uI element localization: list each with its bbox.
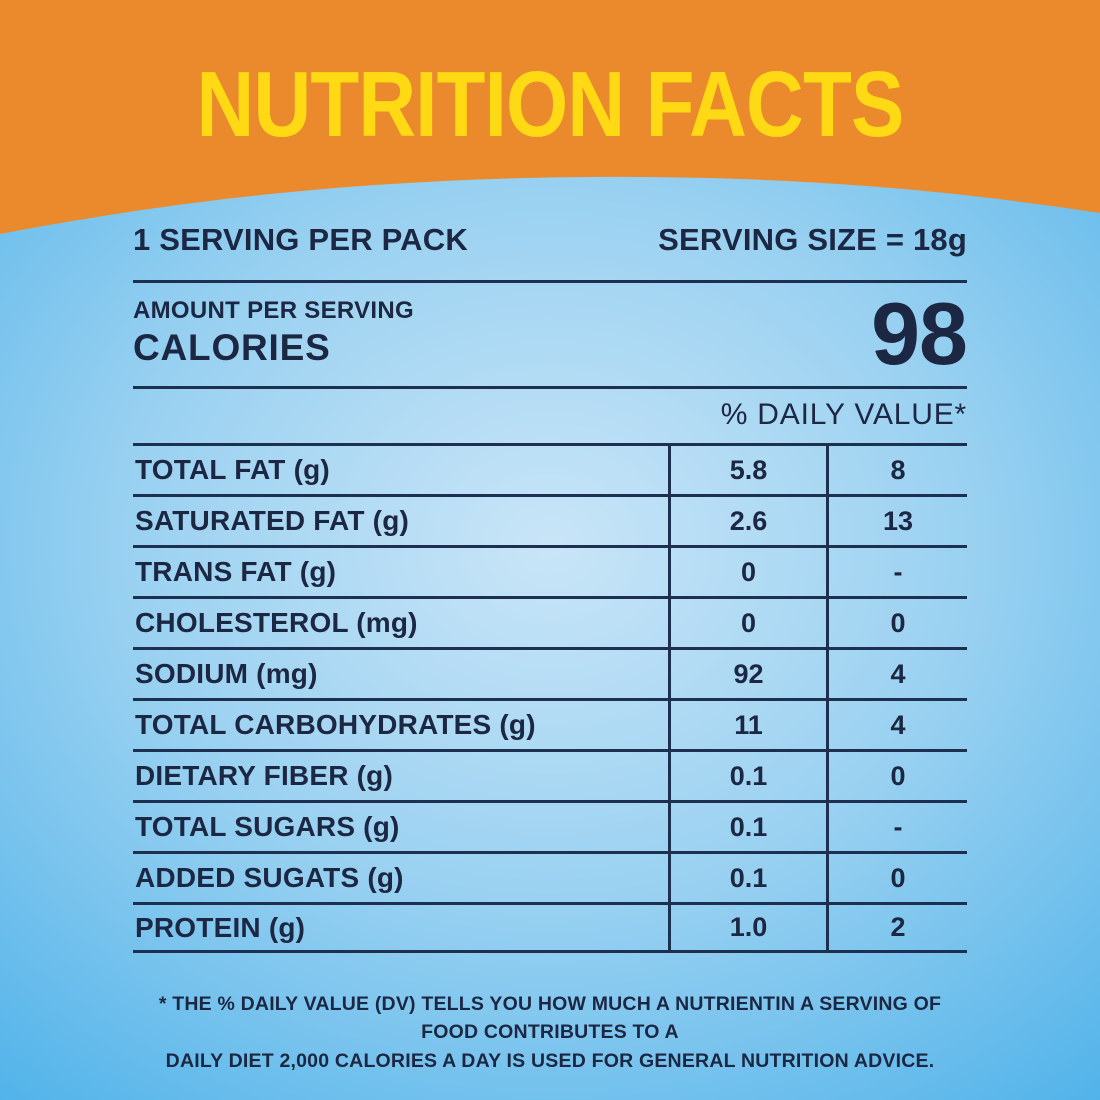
nutrient-amount: 5.8 (668, 446, 826, 494)
nutrient-daily-value: 8 (826, 446, 967, 494)
nutrient-daily-value: 0 (826, 599, 967, 647)
nutrient-daily-value: 0 (826, 752, 967, 800)
serving-size: SERVING SIZE = 18g (658, 222, 967, 257)
nutrient-daily-value: 4 (826, 701, 967, 749)
nutrient-amount: 92 (668, 650, 826, 698)
table-row: DIETARY FIBER (g) 0.1 0 (133, 749, 967, 800)
table-row: CHOLESTEROL (mg) 0 0 (133, 596, 967, 647)
nutrient-amount: 0 (668, 599, 826, 647)
nutrient-name: SODIUM (mg) (135, 658, 318, 689)
nutrient-daily-value: 2 (826, 905, 967, 950)
footnote: * THE % DAILY VALUE (DV) TELLS YOU HOW M… (133, 990, 967, 1075)
nutrient-name: PROTEIN (g) (135, 911, 306, 943)
divider-line (133, 280, 967, 283)
nutrient-name: SATURATED FAT (g) (135, 505, 410, 536)
nutrient-name: TRANS FAT (g) (135, 556, 337, 587)
nutrient-daily-value: - (826, 548, 967, 596)
nutrient-amount: 0.1 (668, 752, 826, 800)
nutrient-amount: 11 (668, 701, 826, 749)
nutrient-name: TOTAL CARBOHYDRATES (g) (135, 709, 536, 740)
nutrient-amount: 1.0 (668, 905, 826, 950)
table-row: TOTAL SUGARS (g) 0.1 - (133, 800, 967, 851)
nutrient-name: CHOLESTEROL (mg) (135, 607, 418, 638)
serving-row: 1 SERVING PER PACK SERVING SIZE = 18g (133, 222, 967, 258)
table-row: ADDED SUGATS (g) 0.1 0 (133, 851, 967, 902)
nutrient-daily-value: 13 (826, 497, 967, 545)
divider-line (133, 386, 967, 389)
footnote-line-2: DAILY DIET 2,000 CALORIES A DAY IS USED … (165, 1049, 935, 1072)
footnote-line-1: * THE % DAILY VALUE (DV) TELLS YOU HOW M… (158, 993, 942, 1044)
table-row: TOTAL CARBOHYDRATES (g) 11 4 (133, 698, 967, 749)
nutrient-amount: 0.1 (668, 854, 826, 902)
nutrient-name: DIETARY FIBER (g) (135, 760, 393, 791)
nutrient-amount: 0.1 (668, 803, 826, 851)
nutrient-amount: 2.6 (668, 497, 826, 545)
table-row: TRANS FAT (g) 0 - (133, 545, 967, 596)
calories-label: CALORIES (133, 327, 331, 368)
calories-value: 98 (871, 284, 968, 383)
nutrient-daily-value: - (826, 803, 967, 851)
servings-per-pack: 1 SERVING PER PACK (133, 222, 468, 257)
table-row: TOTAL FAT (g) 5.8 8 (133, 443, 967, 494)
table-row: SODIUM (mg) 92 4 (133, 647, 967, 698)
amount-per-serving-label: AMOUNT PER SERVING (133, 297, 414, 324)
table-row: SATURATED FAT (g) 2.6 13 (133, 494, 967, 545)
nutrient-daily-value: 4 (826, 650, 967, 698)
nutrient-amount: 0 (668, 548, 826, 596)
daily-value-header: % DAILY VALUE* (720, 398, 967, 431)
nutrient-daily-value: 0 (826, 854, 967, 902)
nutrient-name: ADDED SUGATS (g) (135, 862, 404, 893)
nutrient-name: TOTAL SUGARS (g) (135, 811, 400, 842)
nutrient-table: TOTAL FAT (g) 5.8 8 SATURATED FAT (g) 2.… (133, 443, 967, 953)
nutrient-name: TOTAL FAT (g) (135, 454, 330, 485)
table-row: PROTEIN (g) 1.0 2 (133, 902, 967, 953)
page-title: NUTRITION FACTS (196, 52, 905, 156)
